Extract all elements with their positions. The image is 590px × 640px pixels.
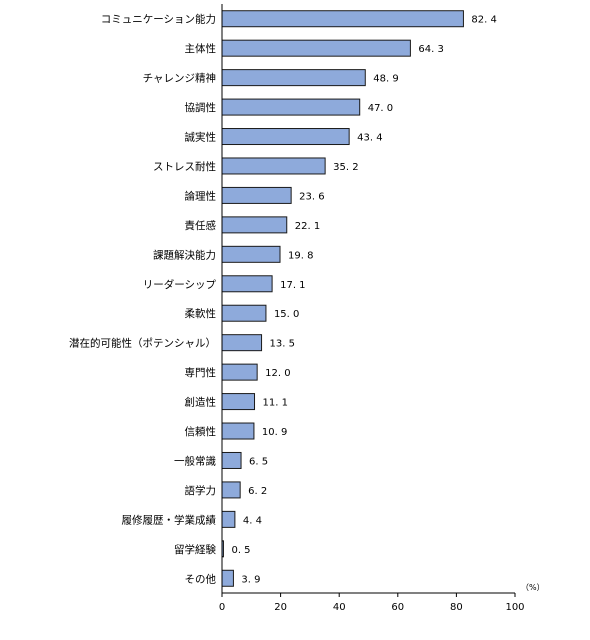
bar xyxy=(221,69,366,87)
category-label: チャレンジ精神 xyxy=(143,72,216,85)
category-label: 責任感 xyxy=(185,219,217,232)
x-tick-label: 60 xyxy=(391,602,404,613)
bar xyxy=(221,98,361,116)
category-label: ストレス耐性 xyxy=(153,160,216,173)
category-label: コミュニケーション能力 xyxy=(101,13,216,26)
category-label: 一般常識 xyxy=(174,454,216,467)
category-label: 留学経験 xyxy=(174,543,216,556)
category-label: 創造性 xyxy=(185,396,217,409)
bar xyxy=(221,510,236,528)
value-label: 48. 9 xyxy=(373,74,398,85)
bar xyxy=(221,304,267,322)
value-label: 64. 3 xyxy=(418,44,443,55)
category-label: 潜在的可能性（ポテンシャル） xyxy=(69,337,216,350)
x-tick-label: 100 xyxy=(505,602,524,613)
bar xyxy=(221,275,273,293)
x-tick-label: 40 xyxy=(333,602,346,613)
bar xyxy=(221,39,411,57)
x-axis-unit-label: （%） xyxy=(521,583,545,592)
x-ticks-group: 0 20 40 60 80 100 xyxy=(219,593,525,613)
bar xyxy=(221,451,242,469)
category-label: 柔軟性 xyxy=(185,307,217,320)
value-label: 11. 1 xyxy=(263,398,288,409)
category-label: 協調性 xyxy=(185,101,217,114)
value-label: 22. 1 xyxy=(295,221,320,232)
value-label: 0. 5 xyxy=(231,545,250,556)
value-label: 19. 8 xyxy=(288,250,313,261)
value-label: 23. 6 xyxy=(299,191,324,202)
category-label: 課題解決能力 xyxy=(153,248,216,261)
value-label: 12. 0 xyxy=(265,368,290,379)
bar xyxy=(221,363,258,381)
bar xyxy=(221,245,281,263)
category-label: 専門性 xyxy=(185,366,217,379)
value-label: 17. 1 xyxy=(280,280,305,291)
value-label: 4. 4 xyxy=(243,515,262,526)
bar xyxy=(221,10,464,28)
value-label: 3. 9 xyxy=(241,574,260,585)
bar xyxy=(221,216,288,234)
bar xyxy=(221,393,256,411)
bar xyxy=(221,186,292,204)
x-tick-label: 0 xyxy=(219,602,225,613)
x-tick-label: 80 xyxy=(450,602,463,613)
bar xyxy=(221,422,255,440)
value-label: 35. 2 xyxy=(333,162,358,173)
bar xyxy=(221,569,234,587)
bar xyxy=(221,334,263,352)
category-label: 履修履歴・学業成績 xyxy=(122,513,217,526)
category-label: 誠実性 xyxy=(185,131,217,144)
bar xyxy=(221,481,241,499)
category-label: 主体性 xyxy=(185,42,217,55)
value-labels-group: 82. 4 64. 3 48. 9 47. 0 43. 4 35. 2 23. 6 22. 1… xyxy=(231,15,496,586)
category-label: 語学力 xyxy=(185,484,217,497)
value-label: 6. 2 xyxy=(248,486,267,497)
value-label: 43. 4 xyxy=(357,133,382,144)
value-label: 15. 0 xyxy=(274,309,299,320)
bar xyxy=(221,157,326,175)
category-label: 信頼性 xyxy=(185,425,217,438)
value-label: 6. 5 xyxy=(249,456,268,467)
value-label: 10. 9 xyxy=(262,427,287,438)
value-label: 13. 5 xyxy=(270,339,295,350)
category-labels-group: コミュニケーション能力主体性チャレンジ精神協調性誠実性ストレス耐性論理性責任感課… xyxy=(69,13,216,586)
bars-group xyxy=(221,10,464,587)
category-label: リーダーシップ xyxy=(143,278,217,291)
value-label: 47. 0 xyxy=(368,103,393,114)
category-label: 論理性 xyxy=(185,189,217,202)
category-label: その他 xyxy=(185,572,217,585)
x-tick-label: 20 xyxy=(274,602,287,613)
value-label: 82. 4 xyxy=(471,15,496,26)
bar xyxy=(221,128,350,146)
